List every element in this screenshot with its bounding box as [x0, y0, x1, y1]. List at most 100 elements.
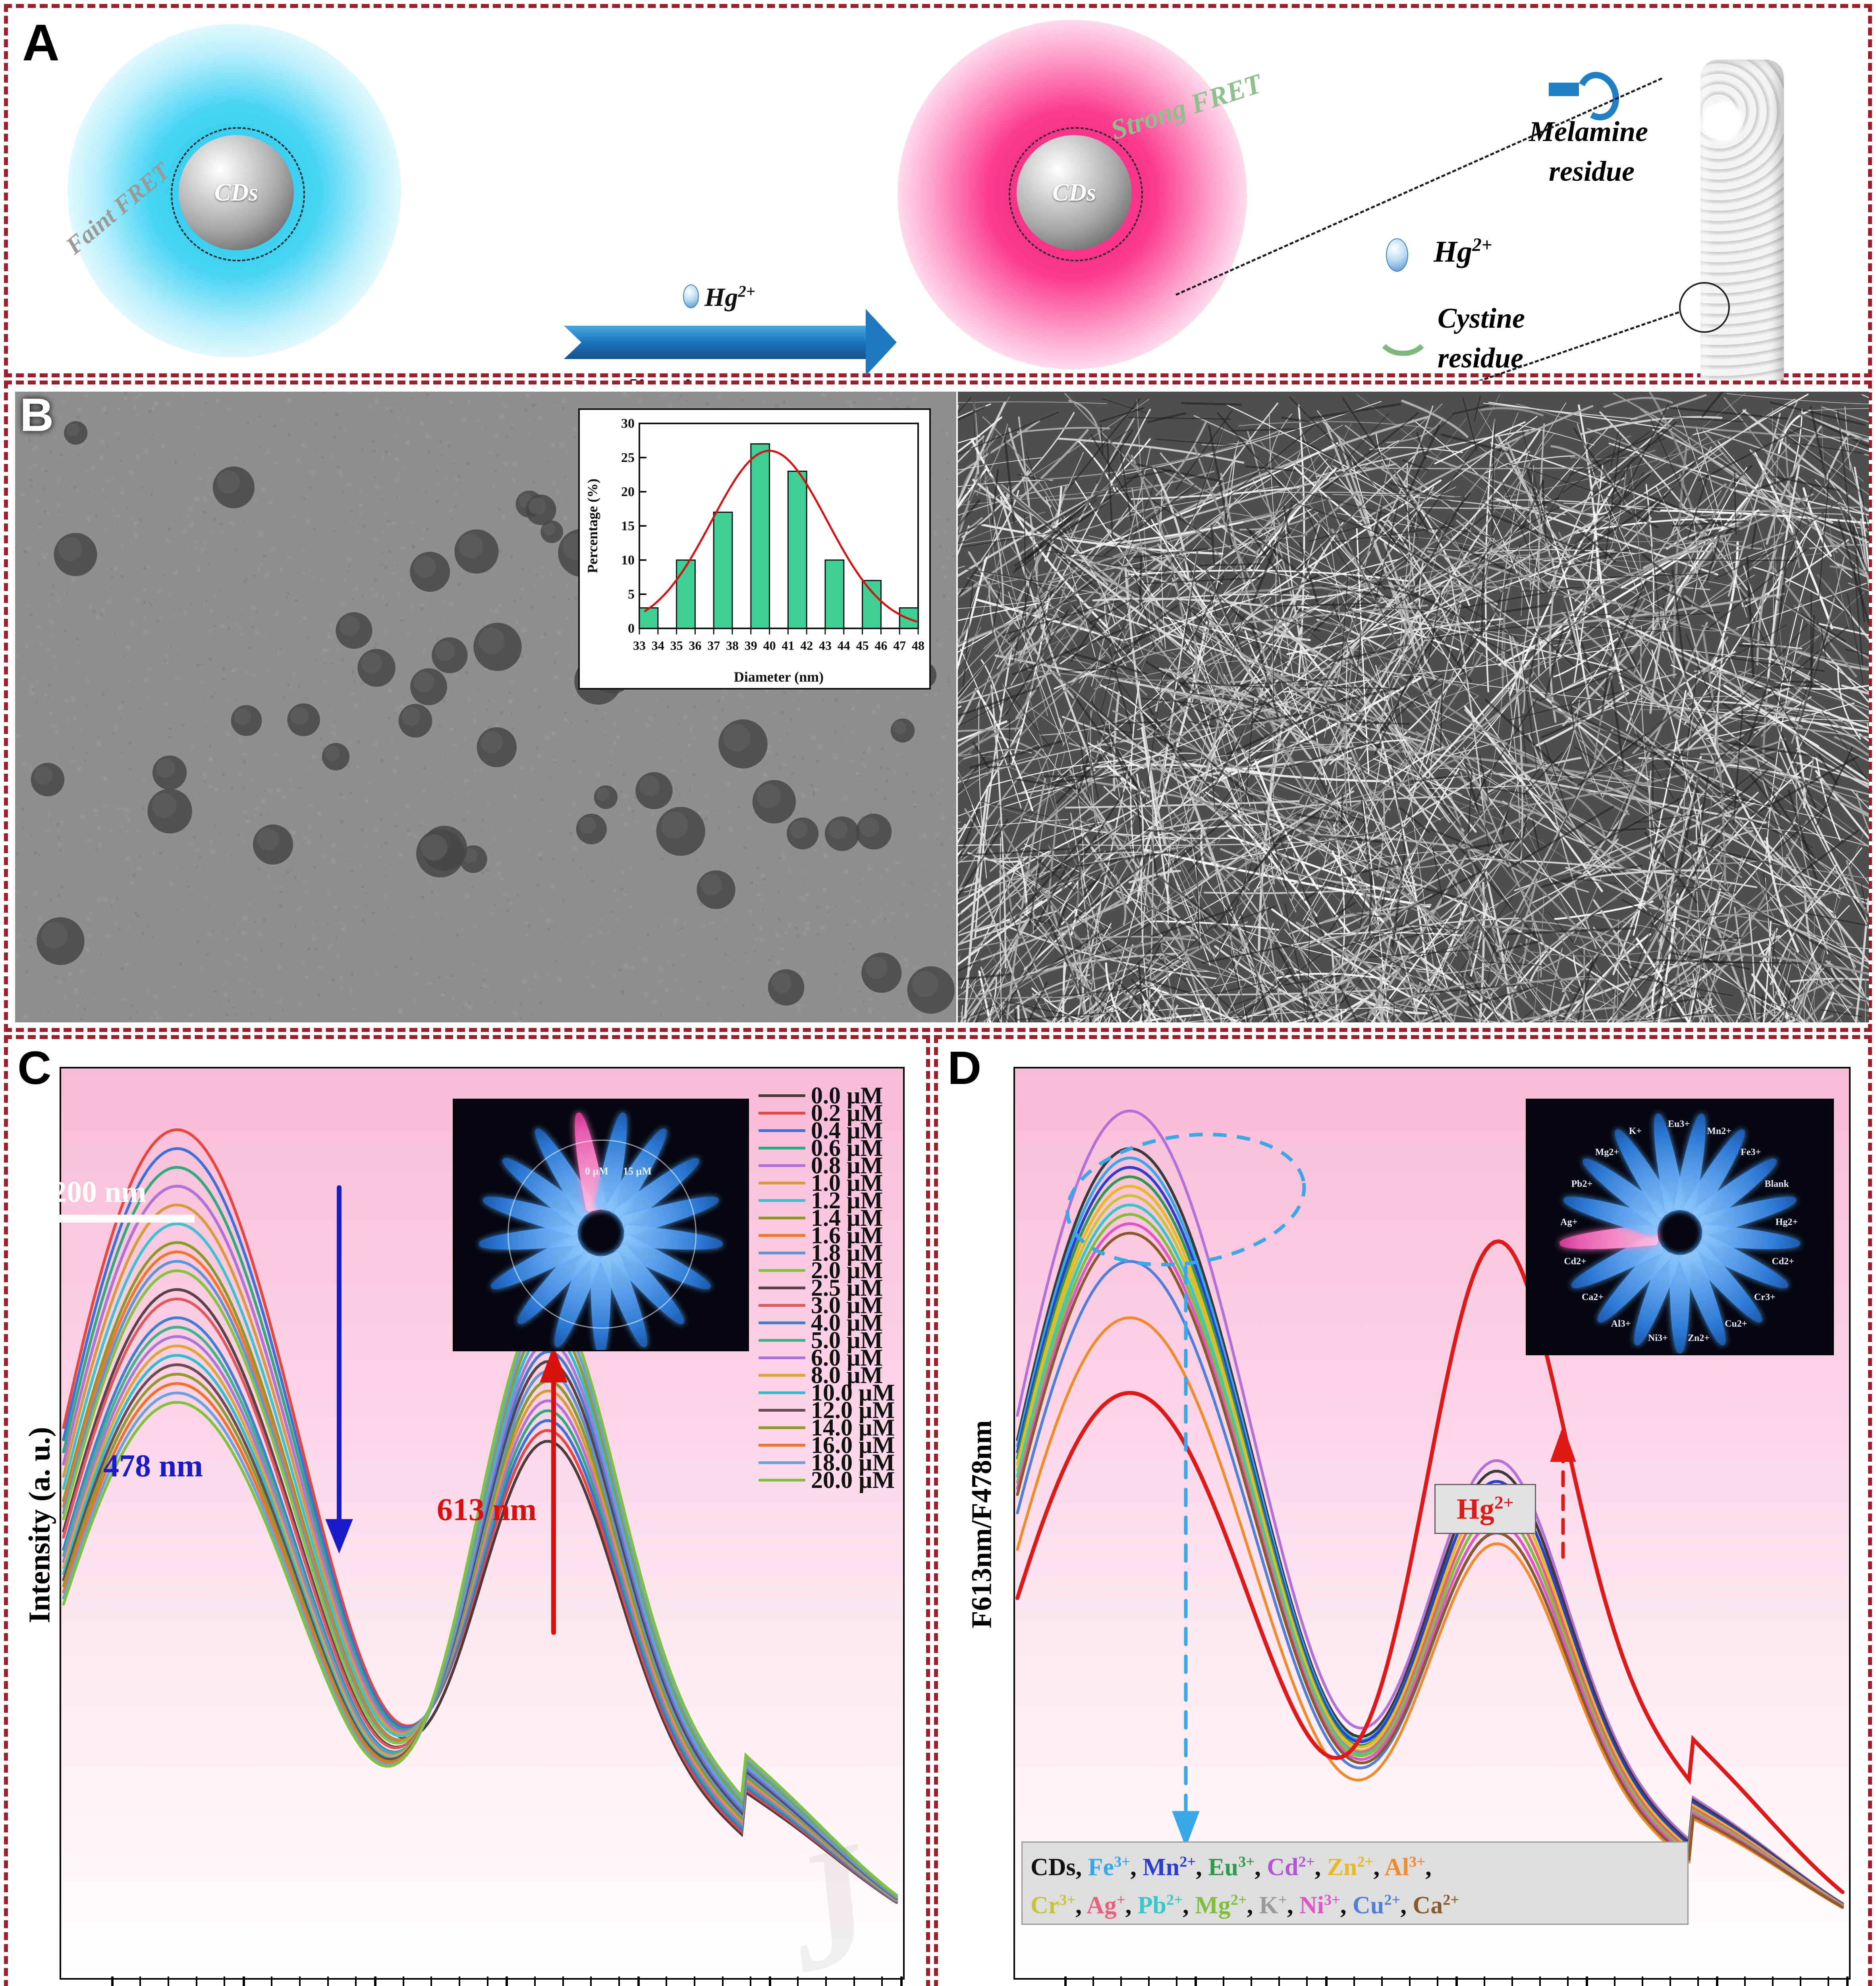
panel-c-xtick: [374, 1976, 376, 1986]
panel-d-ylabel: F613nm/F478nm: [965, 1420, 998, 1629]
panel-c-legend-item[interactable]: 1.8 µM: [759, 1240, 895, 1266]
panel-c-legend-swatch: [759, 1199, 805, 1202]
histogram-ytick: 15: [621, 519, 635, 533]
panel-c-xtick-minor: [139, 1976, 141, 1986]
panel-c-xtick-minor: [881, 1976, 883, 1986]
panel-c-legend-item[interactable]: 3.0 µM: [759, 1292, 895, 1318]
panel-c-legend-item[interactable]: 10.0 µM: [759, 1379, 895, 1406]
panel-c-legend-label: 10.0 µM: [811, 1379, 895, 1406]
panel-c-legend-label: 1.8 µM: [811, 1239, 883, 1266]
panel-d-ion-legend-sep: ,: [1287, 1892, 1299, 1919]
panel-d-inset-ion-label: Hg2+: [1775, 1217, 1798, 1227]
panel-d-xtick-minor: [1120, 1976, 1122, 1986]
panel-d-ion-legend-sep: ,: [1373, 1854, 1385, 1881]
histogram-xtick: 44: [838, 638, 850, 653]
panel-d-ion-legend-sep: ,: [1400, 1892, 1413, 1919]
histogram-bar: [899, 607, 919, 629]
coordination-arrow: [564, 309, 897, 376]
panel-c-inset-label: 0 µM: [585, 1165, 609, 1177]
histogram-xtick: 43: [819, 638, 832, 653]
panel-d-ion-legend-item: Al3+: [1384, 1853, 1426, 1881]
panel-d-ion-legend-sep: ,: [1247, 1892, 1259, 1919]
panel-c-xtick-minor: [167, 1976, 169, 1986]
panel-c-legend-swatch: [759, 1356, 805, 1359]
panel-c-legend-item[interactable]: 6.0 µM: [759, 1345, 895, 1371]
panel-c-xtick-minor: [224, 1976, 226, 1986]
melamine-residue-label-line1: Melamine: [1529, 116, 1648, 147]
panel-c-legend-item[interactable]: 2.0 µM: [759, 1257, 895, 1283]
panel-c-legend-item[interactable]: 0.8 µM: [759, 1152, 895, 1178]
panel-d-xtick: [1195, 1976, 1197, 1986]
panel-c-xtick-minor: [402, 1976, 404, 1986]
panel-d-ion-legend-item: Cr3+: [1031, 1891, 1076, 1919]
panel-c-legend-swatch: [759, 1478, 805, 1482]
panel-c-legend-label: 0.2 µM: [811, 1099, 883, 1126]
panel-d-inset-photo: Eu3+ Mn2+ Fe3+ Blank Hg2+ Cd2+ Cr3+ Cu2+ Zn2+ Ni3…: [1526, 1099, 1834, 1355]
panel-c-legend-item[interactable]: 16.0 µM: [759, 1432, 895, 1458]
panel-c-legend-swatch: [759, 1426, 805, 1429]
panel-d-ion-legend-sep: ,: [1314, 1854, 1327, 1881]
panel-d-xtick-minor: [1744, 1976, 1746, 1986]
panel-c-legend-item[interactable]: 2.5 µM: [759, 1275, 895, 1301]
cystine-residue-icon: [1374, 322, 1432, 356]
panel-c-legend-swatch: [759, 1408, 805, 1412]
panel-c-legend-swatch: [759, 1164, 805, 1167]
panel-d-ion-legend-item: CDs,: [1031, 1854, 1082, 1881]
panel-c-legend-item[interactable]: 14.0 µM: [759, 1414, 895, 1441]
panel-c-legend-item[interactable]: 1.2 µM: [759, 1187, 895, 1213]
panel-d-ion-legend-sep: ,: [1075, 1892, 1087, 1919]
panel-c-legend-item[interactable]: 8.0 µM: [759, 1362, 895, 1388]
panel-c-legend-item[interactable]: 18.0 µM: [759, 1449, 895, 1476]
panel-d-cluster-marker: [1065, 1132, 1306, 1267]
panel-c-inset-label: 15 µM: [623, 1165, 652, 1177]
panel-d-inset-ion-label: Ca2+: [1581, 1292, 1604, 1302]
panel-d-xtick-minor: [1511, 1976, 1513, 1986]
panel-b: B 200 nm 0 5 10 15 20 25 30 33 34 35 36 37 38 39 40 41 4…: [4, 381, 1872, 1256]
panel-c-legend-item[interactable]: 1.0 µM: [759, 1170, 895, 1196]
panel-c-legend-swatch: [759, 1461, 805, 1464]
panel-c-legend-item[interactable]: 0.2 µM: [759, 1100, 895, 1126]
panel-c-xtick-minor: [534, 1976, 536, 1986]
panel-c-legend-label: 20.0 µM: [811, 1466, 895, 1493]
panel-c-legend-item[interactable]: 1.6 µM: [759, 1222, 895, 1248]
panel-c-legend-label: 18.0 µM: [811, 1449, 895, 1476]
histogram-xtick: 46: [874, 638, 887, 653]
panel-d-xtick-minor: [1409, 1976, 1411, 1986]
panel-c-legend-item[interactable]: 12.0 µM: [759, 1397, 895, 1423]
cd-core-right: CDs: [1017, 135, 1132, 250]
panel-d-ion-legend-row: Cr3+, Ag+, Pb2+, Mg2+, K+, Ni3+, Cu2+, C…: [1031, 1886, 1679, 1924]
cystine-residue-label-line2: residue: [1438, 342, 1523, 374]
panel-c-legend-item[interactable]: 4.0 µM: [759, 1310, 895, 1336]
histogram-bar: [862, 580, 882, 629]
tem-scale-label: 200 nm: [52, 1175, 147, 1209]
panel-d-xtick: [1716, 1976, 1718, 1986]
panel-c-legend-item[interactable]: 20.0 µM: [759, 1467, 895, 1493]
panel-d-xtick: [1585, 1976, 1588, 1986]
panel-c-peak478-annotation: 478 nm: [103, 1449, 203, 1484]
panel-c-legend-item[interactable]: 0.4 µM: [759, 1117, 895, 1144]
panel-d-xtick-minor: [1567, 1976, 1569, 1986]
panel-c-legend-swatch: [759, 1129, 805, 1132]
panel-c-xtick: [768, 1976, 771, 1986]
panel-d-label: D: [948, 1042, 982, 1094]
panel-d-inset-ion-label: Cr3+: [1754, 1292, 1776, 1302]
panel-c-legend-item[interactable]: 1.4 µM: [759, 1205, 895, 1231]
panel-c-xtick-minor: [666, 1976, 668, 1986]
panel-d-inset-ion-label: Zn2+: [1687, 1333, 1710, 1344]
panel-c: C Intensity (a. u.) 478 nm 613 nm 0 µM 15…: [4, 1035, 930, 1986]
panel-c-peak613-annotation: 613 nm: [437, 1492, 537, 1527]
panel-c-legend-item[interactable]: 5.0 µM: [759, 1327, 895, 1353]
panel-d-xtick: [1846, 1976, 1849, 1986]
panel-c-xtick-minor: [195, 1976, 197, 1986]
panel-c-xtick-minor: [797, 1976, 799, 1986]
histogram-ylabel: Percentage (%): [585, 479, 600, 573]
cd-core-right-label: CDs: [1052, 179, 1096, 206]
sem-image: [958, 392, 1869, 1022]
panel-c-legend-swatch: [759, 1234, 805, 1237]
panel-c-inset-photo: 0 µM 15 µM: [453, 1099, 749, 1351]
panel-c-legend-item[interactable]: 0.6 µM: [759, 1135, 895, 1161]
histogram-xtick: 45: [856, 638, 869, 653]
panel-c-legend-item[interactable]: 0.0 µM: [759, 1082, 895, 1109]
panel-d-xtick-minor: [1353, 1976, 1355, 1986]
panel-c-legend-swatch: [759, 1216, 805, 1219]
